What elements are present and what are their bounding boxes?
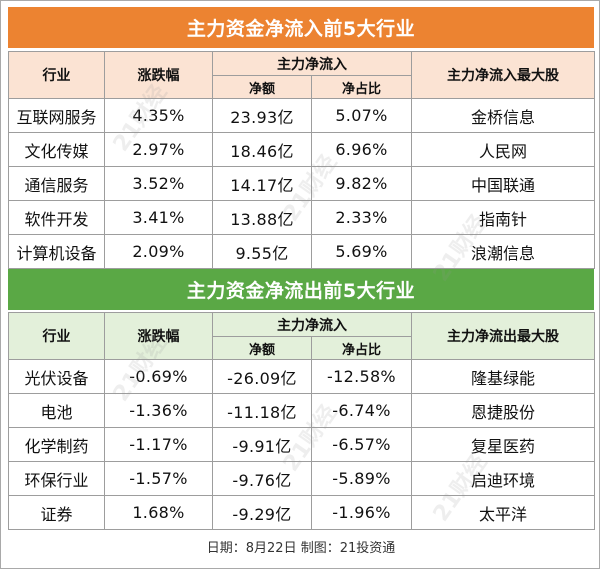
change-cell: 1.68%: [104, 495, 213, 530]
net-amount-cell: 18.46亿: [212, 132, 312, 167]
top-stock-cell: 复星医药: [411, 427, 595, 462]
top-stock-cell: 金桥信息: [411, 98, 595, 133]
change-cell: -0.69%: [104, 359, 213, 394]
change-cell: -1.17%: [104, 427, 213, 462]
net-amount-cell: 23.93亿: [212, 98, 312, 133]
top-stock-cell: 恩捷股份: [411, 393, 595, 428]
inflow-table: 行业 涨跌幅 主力净流入 主力净流入最大股 净额 净占比 互联网服务 4.35% 2…: [8, 51, 595, 269]
inflow-title: 主力资金净流入前5大行业: [8, 7, 594, 48]
header-net-ratio: 净占比: [311, 75, 412, 99]
industry-cell: 电池: [8, 393, 105, 428]
top-stock-cell: 中国联通: [411, 166, 595, 201]
net-ratio-cell: 6.96%: [311, 132, 412, 167]
industry-cell: 光伏设备: [8, 359, 105, 394]
industry-cell: 化学制药: [8, 427, 105, 462]
table-row: 化学制药 -1.17% -9.91亿 -6.57% 复星医药: [8, 427, 595, 462]
outflow-title: 主力资金净流出前5大行业: [8, 269, 594, 310]
net-ratio-cell: 9.82%: [311, 166, 412, 201]
header-net-amount: 净额: [212, 75, 312, 99]
table-row: 互联网服务 4.35% 23.93亿 5.07% 金桥信息: [8, 98, 595, 133]
change-cell: -1.57%: [104, 461, 213, 496]
top-stock-cell: 启迪环境: [411, 461, 595, 496]
change-cell: 2.97%: [104, 132, 213, 167]
change-cell: -1.36%: [104, 393, 213, 428]
net-amount-cell: -26.09亿: [212, 359, 312, 394]
net-ratio-cell: -1.96%: [311, 495, 412, 530]
table-row: 文化传媒 2.97% 18.46亿 6.96% 人民网: [8, 132, 595, 167]
footer-credit: 日期：8月22日 制图：21投资通: [206, 541, 396, 556]
net-amount-cell: 14.17亿: [212, 166, 312, 201]
net-ratio-cell: 5.07%: [311, 98, 412, 133]
top-stock-cell: 人民网: [411, 132, 595, 167]
top-stock-cell: 浪潮信息: [411, 234, 595, 269]
change-cell: 3.41%: [104, 200, 213, 235]
top-stock-cell: 隆基绿能: [411, 359, 595, 394]
net-ratio-cell: -12.58%: [311, 359, 412, 394]
industry-cell: 文化传媒: [8, 132, 105, 167]
net-amount-cell: -9.76亿: [212, 461, 312, 496]
net-amount-cell: -9.29亿: [212, 495, 312, 530]
table-row: 证券 1.68% -9.29亿 -1.96% 太平洋: [8, 495, 595, 530]
outflow-table: 行业 涨跌幅 主力净流入 主力净流出最大股 净额 净占比 光伏设备 -0.69% -…: [8, 312, 595, 530]
header-change: 涨跌幅: [104, 312, 213, 360]
net-amount-cell: -9.91亿: [212, 427, 312, 462]
header-change: 涨跌幅: [104, 51, 213, 99]
net-ratio-cell: -6.57%: [311, 427, 412, 462]
industry-cell: 软件开发: [8, 200, 105, 235]
industry-cell: 证券: [8, 495, 105, 530]
table-row: 计算机设备 2.09% 9.55亿 5.69% 浪潮信息: [8, 234, 595, 269]
top-stock-cell: 太平洋: [411, 495, 595, 530]
table-row: 软件开发 3.41% 13.88亿 2.33% 指南针: [8, 200, 595, 235]
change-cell: 3.52%: [104, 166, 213, 201]
change-cell: 2.09%: [104, 234, 213, 269]
top-stock-cell: 指南针: [411, 200, 595, 235]
net-amount-cell: -11.18亿: [212, 393, 312, 428]
table-row: 电池 -1.36% -11.18亿 -6.74% 恩捷股份: [8, 393, 595, 428]
net-ratio-cell: -5.89%: [311, 461, 412, 496]
net-amount-cell: 9.55亿: [212, 234, 312, 269]
header-main-flow: 主力净流入: [212, 312, 412, 337]
net-amount-cell: 13.88亿: [212, 200, 312, 235]
table-row: 通信服务 3.52% 14.17亿 9.82% 中国联通: [8, 166, 595, 201]
industry-cell: 通信服务: [8, 166, 105, 201]
header-top-stock: 主力净流出最大股: [411, 312, 595, 360]
change-cell: 4.35%: [104, 98, 213, 133]
industry-cell: 互联网服务: [8, 98, 105, 133]
industry-cell: 环保行业: [8, 461, 105, 496]
header-industry: 行业: [8, 51, 105, 99]
net-ratio-cell: -6.74%: [311, 393, 412, 428]
industry-cell: 计算机设备: [8, 234, 105, 269]
net-ratio-cell: 2.33%: [311, 200, 412, 235]
table-row: 环保行业 -1.57% -9.76亿 -5.89% 启迪环境: [8, 461, 595, 496]
header-net-ratio: 净占比: [311, 336, 412, 360]
header-net-amount: 净额: [212, 336, 312, 360]
header-main-flow: 主力净流入: [212, 51, 412, 76]
net-ratio-cell: 5.69%: [311, 234, 412, 269]
table-row: 光伏设备 -0.69% -26.09亿 -12.58% 隆基绿能: [8, 359, 595, 394]
header-industry: 行业: [8, 312, 105, 360]
header-top-stock: 主力净流入最大股: [411, 51, 595, 99]
